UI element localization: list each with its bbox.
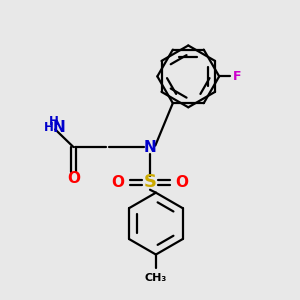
Text: H: H	[50, 115, 59, 128]
Text: N: N	[52, 120, 65, 135]
Text: N: N	[144, 140, 156, 154]
Text: H: H	[44, 122, 53, 134]
Text: F: F	[232, 70, 241, 83]
Text: O: O	[67, 171, 80, 186]
Text: S: S	[143, 173, 157, 191]
Text: O: O	[175, 175, 188, 190]
Text: O: O	[112, 175, 125, 190]
Text: CH₃: CH₃	[145, 273, 167, 283]
